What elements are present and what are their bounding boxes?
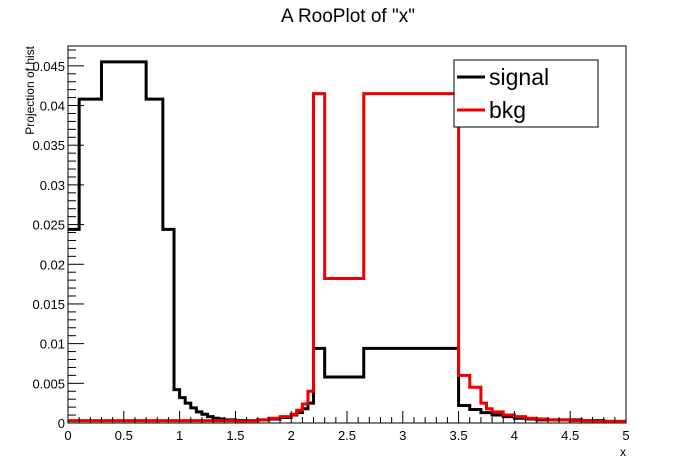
legend-signal-label: signal [489, 64, 549, 90]
x-axis: 0 0.5 1 1.5 2 2.5 3 3.5 4 4.5 5 [64, 411, 630, 443]
x-tick-label: 1 [176, 428, 183, 443]
y-tick-label: 0.01 [40, 337, 65, 352]
x-tick-label: 4 [511, 428, 518, 443]
x-tick-label: 2.5 [338, 428, 356, 443]
y-tick-label: 0 [58, 416, 65, 431]
x-tick-label: 3 [399, 428, 406, 443]
legend-box [453, 59, 599, 128]
legend-bkg-label: bkg [489, 97, 526, 123]
x-tick-label: 5 [622, 428, 629, 443]
y-tick-label: 0.025 [32, 218, 65, 233]
x-tick-label: 2 [288, 428, 295, 443]
y-tick-label: 0.04 [40, 99, 65, 114]
x-tick-label: 0 [64, 428, 71, 443]
y-axis: 0 0.005 0.01 0.015 0.02 0.025 0.03 0.035 0.04 0.0… [32, 49, 84, 431]
y-axis-title: Projection of hist [23, 45, 37, 134]
x-tick-label: 3.5 [450, 428, 468, 443]
y-tick-label: 0.005 [32, 376, 65, 391]
x-tick-label: 1.5 [226, 428, 244, 443]
y-tick-label: 0.045 [32, 59, 65, 74]
x-axis-title: x [620, 445, 626, 459]
series-bkg-line [68, 92, 626, 423]
chart-title: A RooPlot of "x" [281, 6, 415, 27]
y-tick-label: 0.02 [40, 257, 65, 272]
legend: signal bkg [453, 59, 599, 128]
x-tick-label: 4.5 [561, 428, 579, 443]
x-tick-label: 0.5 [115, 428, 133, 443]
y-tick-label: 0.035 [32, 138, 65, 153]
y-tick-label: 0.03 [40, 178, 65, 193]
y-tick-label: 0.015 [32, 297, 65, 312]
